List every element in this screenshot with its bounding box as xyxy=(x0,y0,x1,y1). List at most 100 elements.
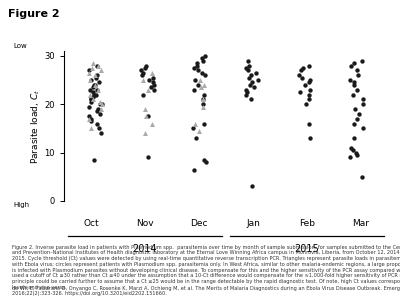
Point xyxy=(87,92,93,97)
Point xyxy=(148,70,155,75)
Point xyxy=(296,73,302,78)
Text: Nov: Nov xyxy=(136,219,154,228)
Point xyxy=(150,82,157,87)
Text: Low: Low xyxy=(14,44,28,50)
Point xyxy=(350,92,356,97)
Point xyxy=(86,116,93,121)
Point xyxy=(86,104,92,109)
Point xyxy=(242,87,249,92)
Point xyxy=(191,167,197,172)
Text: Mar: Mar xyxy=(352,219,370,228)
Point xyxy=(148,85,154,90)
Point xyxy=(138,68,145,73)
Point xyxy=(306,97,313,102)
Point xyxy=(360,97,366,102)
Y-axis label: Parasite load, $C_t$: Parasite load, $C_t$ xyxy=(29,88,42,164)
Point xyxy=(350,80,357,85)
Point xyxy=(86,114,92,119)
Point xyxy=(352,150,359,155)
Point xyxy=(142,107,148,112)
Point xyxy=(87,87,94,92)
Point xyxy=(94,73,100,78)
Point xyxy=(150,75,156,80)
Point xyxy=(141,131,148,136)
Point xyxy=(246,63,252,68)
Point xyxy=(95,126,102,131)
Point xyxy=(248,73,254,78)
Point xyxy=(90,61,96,65)
Point xyxy=(87,78,94,82)
Point xyxy=(94,63,101,68)
Point xyxy=(360,102,366,106)
Point xyxy=(191,65,197,70)
Point xyxy=(88,97,94,102)
Point xyxy=(94,87,100,92)
Point xyxy=(200,92,207,97)
Point xyxy=(359,58,365,63)
Point xyxy=(194,63,200,68)
Point xyxy=(90,158,97,162)
Point xyxy=(98,102,105,106)
Point xyxy=(142,65,148,70)
Point xyxy=(300,65,306,70)
Point xyxy=(200,82,207,87)
Point xyxy=(200,102,206,106)
Point xyxy=(89,85,96,90)
Point xyxy=(248,97,254,102)
Text: Figure 2: Figure 2 xyxy=(8,9,60,19)
Point xyxy=(347,78,354,82)
Point xyxy=(96,80,102,85)
Point xyxy=(305,80,312,85)
Point xyxy=(246,75,252,80)
Point xyxy=(200,97,206,102)
Point xyxy=(88,78,94,82)
Point xyxy=(251,85,257,90)
Point xyxy=(356,112,363,116)
Point xyxy=(350,148,356,153)
Text: Figure 2. Inverse parasite load in patients with Plasmodium spp.  parasitemia ov: Figure 2. Inverse parasite load in patie… xyxy=(12,244,400,290)
Text: Oct: Oct xyxy=(83,219,99,228)
Point xyxy=(246,82,253,87)
Point xyxy=(299,75,305,80)
Point xyxy=(149,121,155,126)
Point xyxy=(150,80,156,85)
Point xyxy=(89,90,96,94)
Point xyxy=(358,174,365,179)
Point xyxy=(145,155,151,160)
Point xyxy=(200,58,206,63)
Point xyxy=(92,75,99,80)
Point xyxy=(95,107,101,112)
Point xyxy=(92,73,98,78)
Text: 2015: 2015 xyxy=(295,244,319,254)
Text: High: High xyxy=(14,202,30,208)
Point xyxy=(140,78,146,82)
Point xyxy=(243,65,250,70)
Point xyxy=(88,116,94,121)
Point xyxy=(249,184,256,189)
Point xyxy=(354,153,360,158)
Point xyxy=(97,112,104,116)
Text: Jan: Jan xyxy=(246,219,260,228)
Point xyxy=(306,78,313,82)
Point xyxy=(354,116,360,121)
Point xyxy=(88,99,95,104)
Point xyxy=(195,82,201,87)
Point xyxy=(200,104,206,109)
Point xyxy=(298,68,304,73)
Point xyxy=(200,158,207,162)
Point xyxy=(198,85,204,90)
Point xyxy=(351,82,357,87)
Point xyxy=(196,128,203,133)
Point xyxy=(146,78,152,82)
Text: de Wit E, Falzarano D, Onyango C, Rosenke K, Marzi A, Ochieng M, et al. The Meri: de Wit E, Falzarano D, Onyango C, Rosenk… xyxy=(12,286,400,296)
Point xyxy=(98,68,104,73)
Point xyxy=(307,136,314,140)
Point xyxy=(145,87,151,92)
Point xyxy=(198,56,205,61)
Point xyxy=(190,126,196,131)
Point xyxy=(360,126,366,131)
Point xyxy=(86,70,92,75)
Point xyxy=(355,73,361,78)
Point xyxy=(191,87,197,92)
Point xyxy=(151,87,157,92)
